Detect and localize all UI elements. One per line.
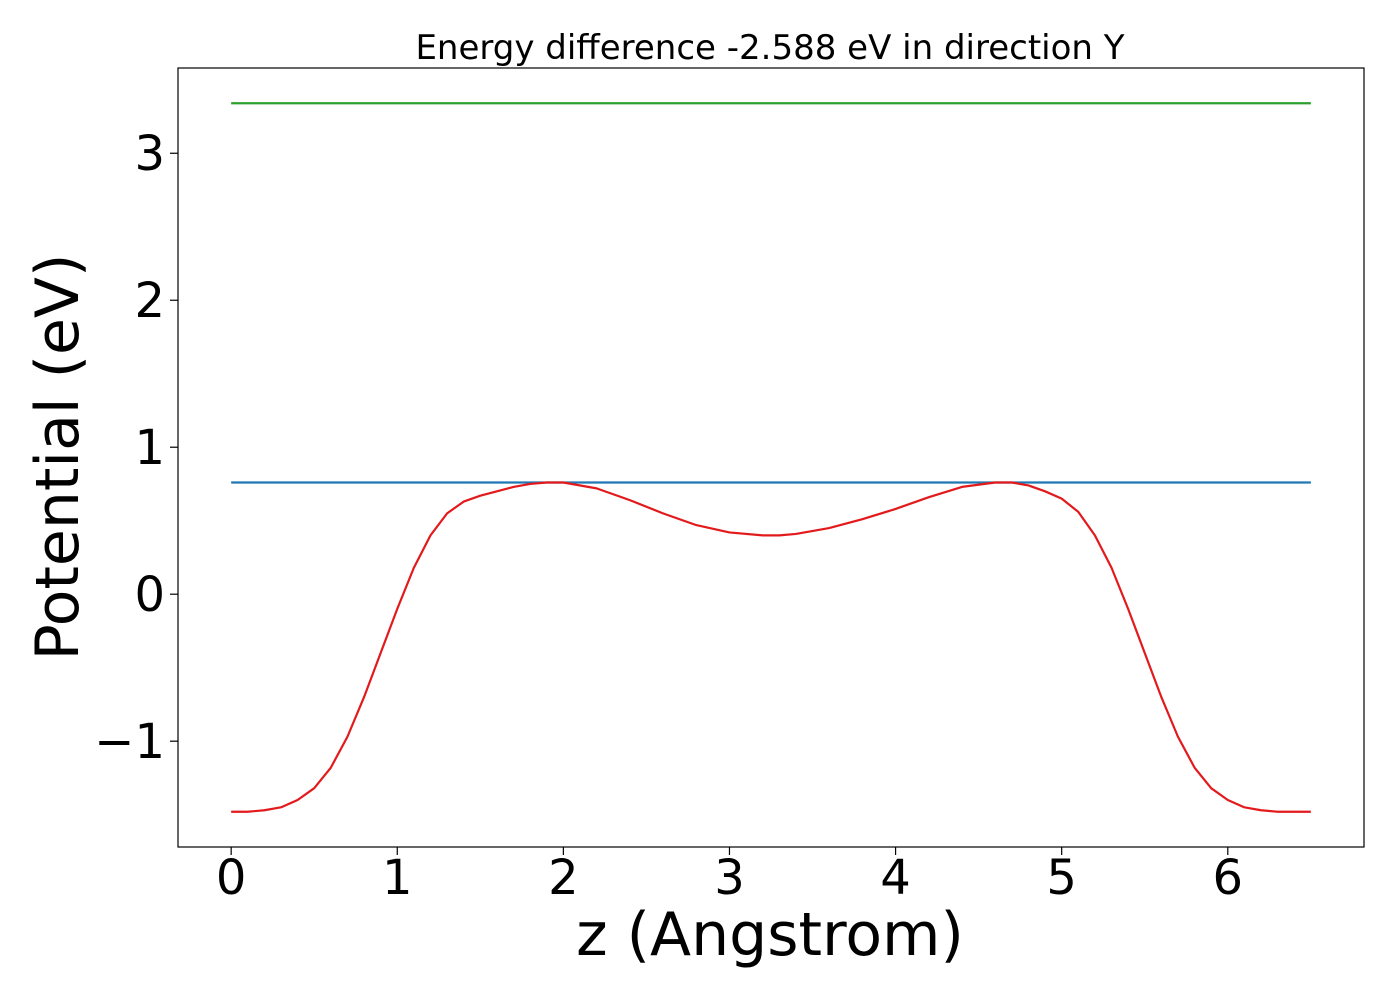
x-axis-label: z (Angstrom)	[576, 900, 964, 970]
y-axis: −1 0 1 2 3	[94, 126, 178, 770]
x-axis: 0 1 2 3 4 5 6	[216, 847, 1243, 906]
x-tick-label: 1	[382, 850, 413, 906]
series-line-2	[231, 481, 1311, 813]
x-tick-label: 5	[1046, 850, 1077, 906]
x-tick-label: 0	[216, 850, 247, 906]
y-tick-label: 3	[134, 126, 165, 182]
y-tick-label: 2	[134, 273, 165, 329]
plot-frame	[177, 67, 1365, 848]
x-tick-label: 6	[1213, 850, 1244, 906]
x-tick-label: 4	[880, 850, 911, 906]
x-tick-label: 3	[714, 850, 745, 906]
y-axis-label: Potential (eV)	[23, 254, 93, 661]
y-tick-label: −1	[94, 714, 165, 770]
series-layer	[231, 102, 1311, 813]
y-tick-label: 1	[134, 420, 165, 476]
chart-title: Energy difference -2.588 eV in direction…	[415, 28, 1124, 68]
x-tick-label: 2	[548, 850, 579, 906]
y-tick-label: 0	[134, 567, 165, 623]
